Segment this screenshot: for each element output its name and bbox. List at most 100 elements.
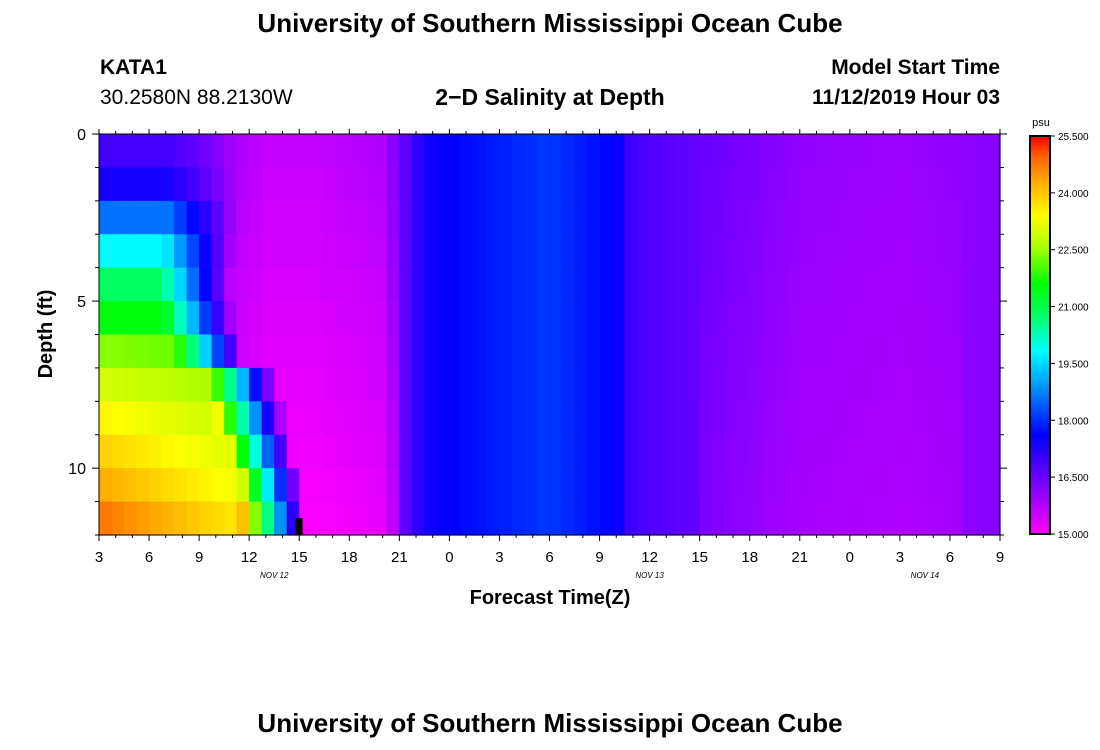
heatmap-cell	[987, 468, 1001, 503]
heatmap-cell	[249, 167, 263, 202]
heatmap-cell	[424, 401, 438, 436]
heatmap-cell	[724, 167, 738, 202]
heatmap-cell	[249, 301, 263, 336]
heatmap-cell	[261, 234, 275, 269]
heatmap-cell	[799, 267, 813, 302]
heatmap-cell	[524, 334, 538, 369]
heatmap-cell	[349, 167, 363, 202]
heatmap-cell	[912, 501, 926, 536]
heatmap-cell	[461, 234, 476, 269]
heatmap-cell	[399, 301, 413, 336]
heatmap-cell	[799, 134, 813, 169]
heatmap-cell	[399, 200, 413, 235]
heatmap-cell	[562, 367, 576, 402]
heatmap-cell	[536, 334, 551, 369]
heatmap-cell	[549, 167, 563, 202]
heatmap-cell	[787, 301, 801, 336]
heatmap-cell	[211, 167, 225, 202]
heatmap-cell	[374, 501, 388, 536]
heatmap-cell	[887, 301, 901, 336]
x-date-label: NOV 13	[635, 571, 664, 580]
heatmap-cell	[236, 401, 250, 436]
heatmap-cell	[186, 267, 200, 302]
heatmap-cells	[99, 134, 1001, 536]
heatmap-cell	[887, 134, 901, 169]
heatmap-cell	[449, 401, 463, 436]
heatmap-cell	[662, 234, 676, 269]
heatmap-cell	[274, 167, 288, 202]
heatmap-cell	[461, 200, 476, 235]
heatmap-cell	[749, 334, 763, 369]
heatmap-cell	[787, 401, 801, 436]
heatmap-cell	[612, 501, 626, 536]
heatmap-cell	[374, 468, 388, 503]
heatmap-cell	[499, 134, 513, 169]
heatmap-cell	[774, 434, 788, 469]
heatmap-cell	[374, 134, 388, 169]
heatmap-cell	[799, 200, 813, 235]
heatmap-cell	[787, 200, 801, 235]
heatmap-cell	[649, 501, 663, 536]
footer-title: University of Southern Mississippi Ocean…	[257, 708, 843, 738]
heatmap-cell	[274, 234, 288, 269]
heatmap-cell	[411, 501, 425, 536]
heatmap-cell	[224, 434, 238, 469]
heatmap-cell	[336, 267, 350, 302]
heatmap-cell	[799, 434, 813, 469]
heatmap-cell	[824, 200, 838, 235]
heatmap-cell	[849, 234, 863, 269]
heatmap-cell	[912, 334, 926, 369]
heatmap-cell	[887, 468, 901, 503]
heatmap-cell	[224, 334, 238, 369]
heatmap-cell	[211, 267, 225, 302]
heatmap-cell	[649, 200, 663, 235]
heatmap-cell	[774, 200, 788, 235]
station-name: KATA1	[100, 56, 167, 79]
heatmap-cell	[211, 234, 225, 269]
heatmap-cell	[149, 267, 163, 302]
heatmap-cell	[199, 367, 213, 402]
heatmap-cell	[787, 334, 801, 369]
heatmap-cell	[536, 167, 551, 202]
heatmap-cell	[286, 267, 300, 302]
heatmap-cell	[224, 200, 238, 235]
heatmap-cell	[862, 301, 876, 336]
heatmap-cell	[436, 301, 450, 336]
heatmap-cell	[549, 134, 563, 169]
heatmap-cell	[899, 434, 913, 469]
heatmap-cell	[937, 234, 951, 269]
heatmap-cell	[161, 167, 175, 202]
heatmap-cell	[962, 334, 976, 369]
heatmap-cell	[749, 501, 763, 536]
heatmap-cell	[449, 167, 463, 202]
heatmap-cell	[887, 167, 901, 202]
heatmap-cell	[824, 468, 838, 503]
heatmap-cell	[386, 468, 400, 503]
heatmap-cell	[286, 134, 300, 169]
heatmap-cell	[699, 301, 713, 336]
heatmap-cell	[411, 234, 425, 269]
heatmap-cell	[211, 468, 225, 503]
heatmap-cell	[361, 468, 375, 503]
heatmap-cell	[136, 267, 150, 302]
heatmap-cell	[199, 468, 213, 503]
heatmap-cell	[562, 468, 576, 503]
heatmap-cell	[637, 401, 651, 436]
heatmap-cell	[612, 167, 626, 202]
heatmap-cell	[536, 200, 551, 235]
x-tick-label: 21	[391, 549, 408, 566]
heatmap-cell	[924, 367, 939, 402]
heatmap-cell	[724, 468, 738, 503]
heatmap-cell	[724, 501, 738, 536]
heatmap-cell	[111, 167, 125, 202]
heatmap-cell	[524, 434, 538, 469]
heatmap-cell	[386, 401, 400, 436]
heatmap-cell	[687, 367, 701, 402]
heatmap-cell	[712, 167, 726, 202]
heatmap-cell	[674, 134, 688, 169]
heatmap-cell	[211, 334, 225, 369]
heatmap-cell	[199, 401, 213, 436]
heatmap-cell	[536, 134, 551, 169]
heatmap-cell	[536, 434, 551, 469]
heatmap-cell	[461, 267, 476, 302]
